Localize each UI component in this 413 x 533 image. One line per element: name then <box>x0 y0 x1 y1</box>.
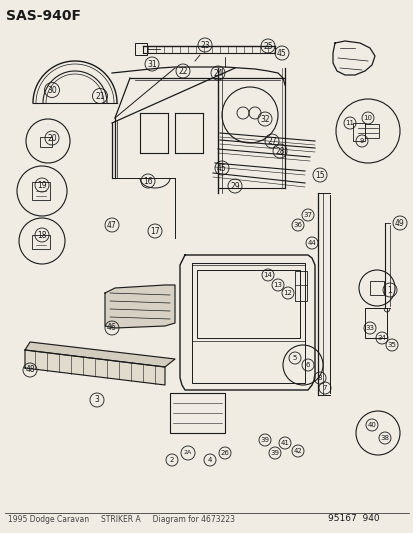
Text: 45: 45 <box>276 49 286 58</box>
Text: 28: 28 <box>275 147 284 156</box>
Text: 32: 32 <box>259 115 269 124</box>
Text: 4: 4 <box>207 457 212 463</box>
Text: 11: 11 <box>345 120 354 126</box>
Text: 38: 38 <box>380 435 389 441</box>
Text: 13: 13 <box>273 282 282 288</box>
Text: 9: 9 <box>359 138 363 144</box>
Bar <box>32 182 50 200</box>
Text: 95167  940: 95167 940 <box>328 514 379 523</box>
Bar <box>40 137 52 147</box>
Polygon shape <box>25 342 175 367</box>
Text: 15: 15 <box>314 171 324 180</box>
Text: 37: 37 <box>303 212 312 218</box>
Text: 2A: 2A <box>183 450 192 456</box>
Text: 7: 7 <box>322 385 326 391</box>
Bar <box>32 235 50 249</box>
Text: 44: 44 <box>307 240 316 246</box>
Text: 45: 45 <box>216 164 226 173</box>
Text: 33: 33 <box>365 325 374 331</box>
Text: 49: 49 <box>394 219 404 228</box>
Text: 8: 8 <box>317 375 321 381</box>
Text: 36: 36 <box>293 222 302 228</box>
Text: 23: 23 <box>200 41 209 50</box>
Text: 5: 5 <box>292 355 297 361</box>
Text: 12: 12 <box>283 290 292 296</box>
Text: SAS-940F: SAS-940F <box>6 9 81 23</box>
Bar <box>352 123 364 141</box>
Text: 25: 25 <box>263 42 272 51</box>
Text: 40: 40 <box>367 422 375 428</box>
Text: 41: 41 <box>280 440 289 446</box>
Text: 29: 29 <box>230 182 239 190</box>
Text: 17: 17 <box>150 227 159 236</box>
Bar <box>294 271 306 301</box>
Bar <box>197 270 299 338</box>
Text: 2: 2 <box>169 457 174 463</box>
Text: 18: 18 <box>37 230 47 239</box>
Text: 1995 Dodge Caravan     STRIKER A     Diagram for 4673223: 1995 Dodge Caravan STRIKER A Diagram for… <box>8 515 235 524</box>
Text: 22: 22 <box>178 67 188 76</box>
Text: 3: 3 <box>94 395 99 405</box>
Text: 16: 16 <box>143 176 152 185</box>
Text: 27: 27 <box>266 136 276 146</box>
Bar <box>364 124 378 138</box>
Text: 24: 24 <box>213 69 222 77</box>
Text: 30: 30 <box>47 85 57 94</box>
Polygon shape <box>105 285 175 328</box>
Text: 10: 10 <box>363 115 372 121</box>
Text: 26: 26 <box>220 450 229 456</box>
Text: 21: 21 <box>95 92 104 101</box>
Text: 39: 39 <box>270 450 279 456</box>
Bar <box>135 43 147 55</box>
Text: 35: 35 <box>387 342 396 348</box>
Bar <box>170 393 224 433</box>
Bar <box>369 281 383 295</box>
Text: 48: 48 <box>25 366 35 375</box>
Polygon shape <box>25 350 165 385</box>
Text: 1: 1 <box>387 286 392 295</box>
Text: 19: 19 <box>37 181 47 190</box>
Text: 34: 34 <box>377 335 385 341</box>
Text: 39: 39 <box>260 437 269 443</box>
Text: 42: 42 <box>293 448 301 454</box>
Text: 46: 46 <box>107 324 116 333</box>
Text: 31: 31 <box>147 60 157 69</box>
Text: 47: 47 <box>107 221 116 230</box>
Text: 6: 6 <box>305 362 309 368</box>
Text: 14: 14 <box>263 272 272 278</box>
Bar <box>364 308 386 338</box>
Text: 20: 20 <box>47 133 57 142</box>
